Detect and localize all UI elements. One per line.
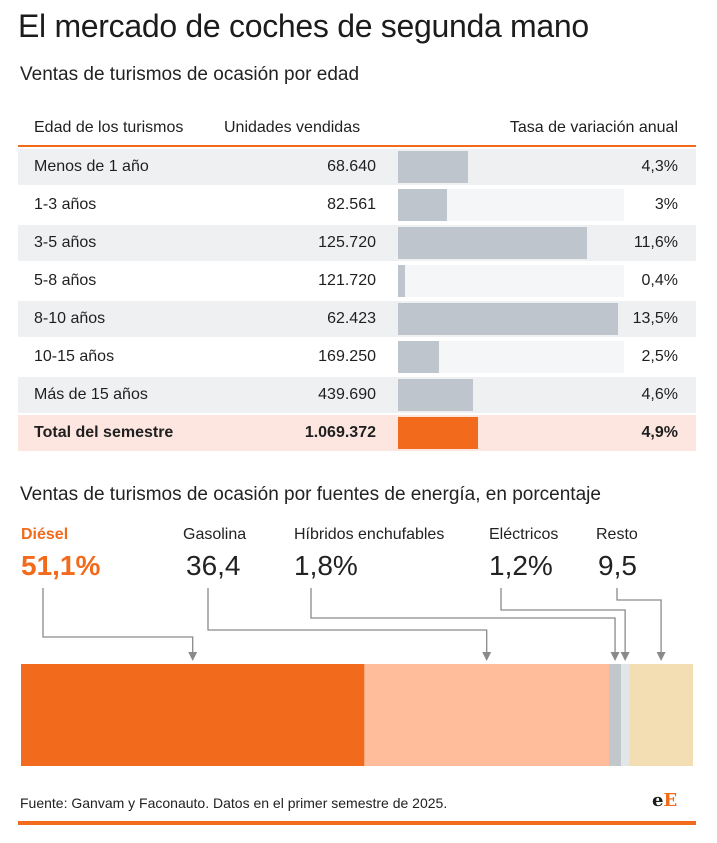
total-age: Total del semestre [34,424,174,441]
rate-bar [398,189,447,221]
row-rate: 13,5% [632,310,678,327]
energy-segment-gasolina [364,664,609,766]
energy-value-electricos: 1,2% [489,550,553,581]
row-age: 8-10 años [34,310,106,327]
row-units: 62.423 [327,310,376,327]
row-age: Más de 15 años [34,386,148,403]
rate-bar [398,151,469,183]
source-note: Fuente: Ganvam y Faconauto. Datos en el … [20,795,448,811]
energy-segment-hibridos [609,664,622,766]
table-row: 1-3 años 82.561 3% [18,187,696,223]
row-age: 1-3 años [34,196,97,213]
arrow-head-icon [610,652,620,661]
row-rate: 4,6% [641,386,678,403]
rate-bar-track [398,151,624,183]
total-rate: 4,9% [641,424,678,441]
table-header: Edad de los turismos Unidades vendidas T… [18,111,696,147]
arrow-head-icon [482,652,492,661]
logo-letter-e: e [652,790,664,811]
table-row: Menos de 1 año 68.640 4,3% [18,149,696,185]
energy-segment-electricos [621,664,630,766]
row-age: 10-15 años [34,348,115,365]
table-row: Más de 15 años 439.690 4,6% [18,377,696,413]
rate-bar-track [398,417,624,449]
energy-subtitle: Ventas de turismos de ocasión por fuente… [20,484,601,505]
energy-value-resto: 9,5 [598,550,637,581]
connector-line-hibridos [310,588,616,654]
row-units: 82.561 [327,196,376,213]
row-rate: 0,4% [641,272,678,289]
header-rate: Tasa de variación anual [509,119,678,136]
row-age: Menos de 1 año [34,158,149,175]
table-subtitle: Ventas de turismos de ocasión por edad [20,64,360,85]
energy-value-diesel: 51,1% [21,550,101,581]
table-row: 10-15 años 169.250 2,5% [18,339,696,375]
row-age: 3-5 años [34,234,97,251]
rate-bar-track [398,189,624,221]
table-row: 8-10 años 62.423 13,5% [18,301,696,337]
energy-stacked-bar-chart [21,588,693,766]
arrow-head-icon [656,652,666,661]
rate-bar [398,303,618,335]
row-rate: 2,5% [641,348,678,365]
row-units: 125.720 [318,234,376,251]
row-units: 439.690 [318,386,376,403]
energy-label-diesel: Diésel [21,526,69,543]
publisher-logo: eE [652,790,677,811]
total-rate-bar [398,417,478,449]
header-age: Edad de los turismos [34,119,184,136]
arrow-head-icon [620,652,630,661]
row-rate: 4,3% [641,158,678,175]
age-table: Edad de los turismos Unidades vendidas T… [18,111,696,451]
total-units: 1.069.372 [304,424,376,441]
rate-bar [398,341,439,373]
row-rate: 11,6% [633,234,678,251]
row-age: 5-8 años [34,272,97,289]
rate-bar-track [398,265,624,297]
rate-bar [398,227,588,259]
page-title: El mercado de coches de segunda mano [18,8,589,44]
energy-label-electricos: Eléctricos [489,526,559,543]
connector-line-resto [616,588,662,654]
row-units: 68.640 [327,158,376,175]
energy-label-resto: Resto [596,526,638,543]
connector-line-electricos [500,588,626,654]
energy-value-gasolina: 36,4 [186,550,241,581]
energy-segment-resto [629,664,693,766]
table-row: 3-5 años 125.720 11,6% [18,225,696,261]
rate-bar-track [398,227,624,259]
row-rate: 3% [654,196,678,213]
connector-line-diesel [42,588,194,654]
connector-line-gasolina [207,588,488,654]
table-total-row: Total del semestre 1.069.372 4,9% [18,415,696,451]
rate-bar-track [398,379,624,411]
row-units: 169.250 [318,348,376,365]
energy-label-gasolina: Gasolina [183,526,247,543]
rate-bar [398,379,473,411]
rate-bar [398,265,405,297]
energy-label-hibridos: Híbridos enchufables [294,526,445,543]
arrow-head-icon [188,652,198,661]
rate-bar-track [398,341,624,373]
logo-letter-E: E [663,790,678,811]
header-units: Unidades vendidas [224,119,361,136]
bottom-rule [18,821,696,825]
row-units: 121.720 [318,272,376,289]
energy-value-hibridos: 1,8% [294,550,358,581]
energy-segment-diesel [21,664,365,766]
rate-bar-track [398,303,624,335]
table-row: 5-8 años 121.720 0,4% [18,263,696,299]
